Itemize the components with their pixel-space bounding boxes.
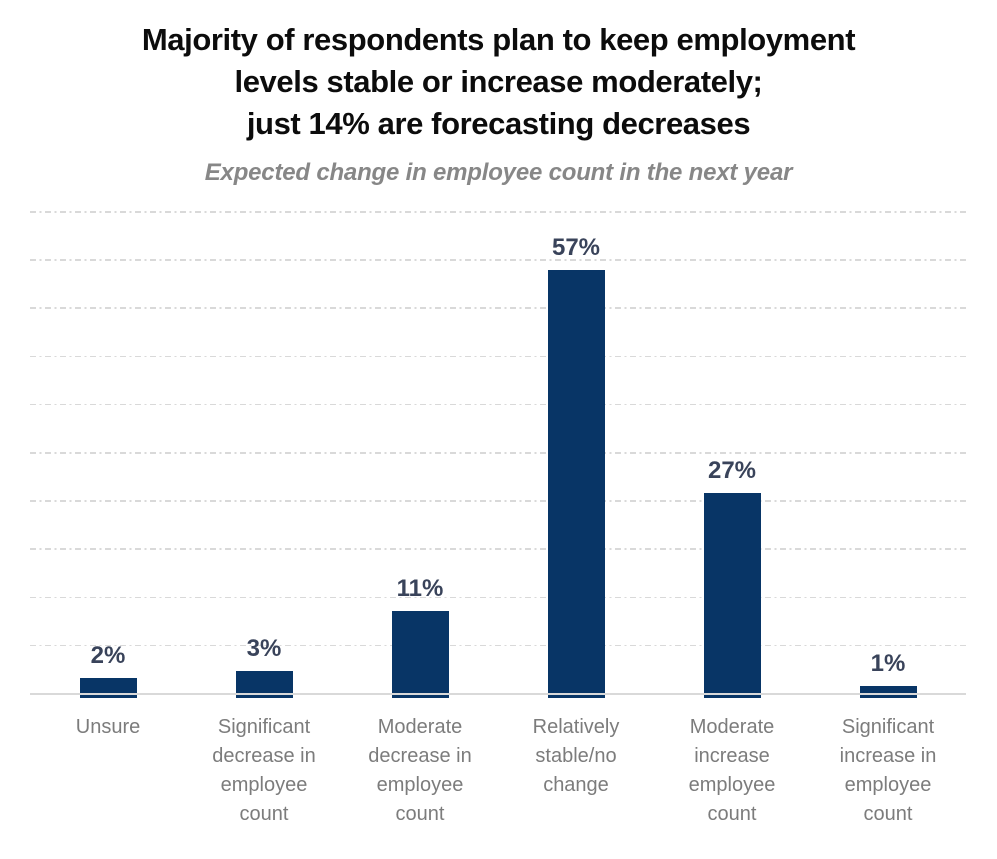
category-label-line: Significant (217, 716, 311, 738)
bar-slot-1: 2% Unsure (30, 211, 186, 738)
category-label: Relatively stable/no change (498, 713, 654, 800)
gridline (30, 259, 966, 261)
chart-subtitle: Expected change in employee count in the… (204, 159, 793, 186)
bar (547, 270, 605, 693)
category-label-line: employee (844, 774, 932, 796)
bar-slot-5: 27% Moderate increase employee count (654, 211, 810, 825)
gridline (30, 211, 966, 213)
bar-slot-6: 1% Significant increase in employee count (810, 211, 966, 825)
gridline (30, 500, 966, 502)
bar (703, 492, 761, 693)
bar-underline (235, 695, 293, 698)
category-label-line: count (863, 803, 913, 825)
category-label-line: increase in (839, 745, 937, 767)
data-label: 2% (90, 642, 126, 670)
category-label-line: employee (376, 774, 464, 796)
category-label-line: Unsure (75, 716, 141, 738)
gridline (30, 307, 966, 309)
bar-underline (547, 695, 605, 698)
category-label-line: Significant (841, 716, 935, 738)
category-label-line: stable/no (535, 745, 617, 767)
category-label-line: decrease in (212, 745, 316, 767)
bar (79, 678, 137, 693)
category-label: Significant decrease in employee count (186, 713, 342, 829)
bar (859, 685, 917, 693)
gridline (30, 452, 966, 454)
bar-underline (79, 695, 137, 698)
category-label: Significant increase in employee count (810, 713, 966, 829)
bar (391, 611, 449, 693)
gridline (30, 596, 966, 599)
category-label-line: employee (220, 774, 308, 796)
category-label-line: count (707, 803, 757, 825)
category-label-line: increase (694, 745, 770, 767)
bar-underline (703, 695, 761, 698)
category-label-line: decrease in (368, 745, 472, 767)
gridline (30, 548, 966, 550)
category-label-line: count (395, 803, 445, 825)
category-label-line: employee (688, 774, 776, 796)
chart-title-line-3: just 14% are forecasting decreases (246, 106, 751, 141)
bar-slot-4: 57% Relatively stable/no change (498, 211, 654, 796)
chart-title-line-2: levels stable or increase moderately; (234, 64, 763, 99)
bar (235, 670, 293, 693)
bar-slot-3: 11% Moderate decrease in employee count (342, 211, 498, 825)
data-label: 57% (551, 234, 601, 262)
plot-area: 2% Unsure 3% Significant decrease in employee… (30, 211, 966, 825)
chart-title: Majority of respondents plan to keep emp… (0, 19, 997, 145)
category-label-line: count (239, 803, 289, 825)
category-label: Unsure (30, 713, 186, 742)
bar-slot-2: 3% Significant decrease in employee count (186, 211, 342, 825)
gridline (30, 403, 966, 406)
category-label-line: Moderate (377, 716, 463, 738)
category-label: Moderate increase employee count (654, 713, 810, 829)
data-label: 1% (870, 649, 906, 677)
category-label-line: change (543, 774, 609, 796)
category-label-line: Moderate (689, 716, 775, 738)
data-label: 3% (246, 634, 282, 662)
data-label: 11% (396, 575, 444, 603)
x-axis-line (30, 693, 966, 695)
gridline (30, 355, 966, 358)
category-label: Moderate decrease in employee count (342, 713, 498, 829)
chart-title-line-1: Majority of respondents plan to keep emp… (141, 22, 856, 57)
bar-underline (391, 695, 449, 698)
gridline (30, 644, 966, 647)
data-label: 27% (707, 456, 757, 484)
bar-underline (859, 695, 917, 698)
category-label-line: Relatively (532, 716, 620, 738)
